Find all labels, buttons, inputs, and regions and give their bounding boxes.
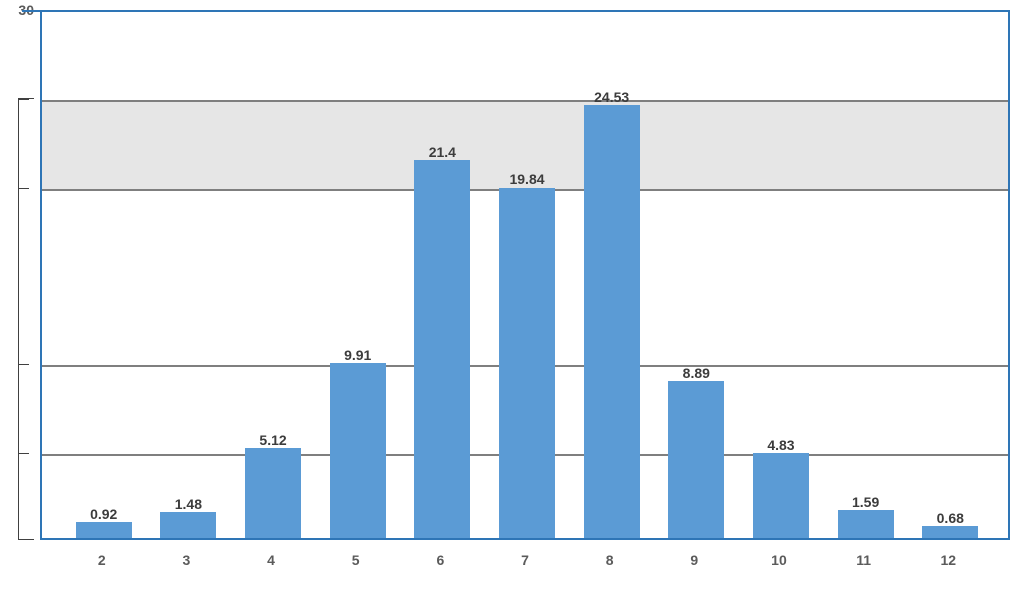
x-tick-label: 2 [98, 552, 106, 568]
x-tick-label: 10 [771, 552, 787, 568]
bar [76, 522, 132, 538]
bar-value-label: 4.83 [767, 437, 794, 453]
x-tick-label: 3 [182, 552, 190, 568]
brace-tick [19, 188, 29, 189]
bar [499, 188, 555, 539]
bar-value-label: 1.48 [175, 496, 202, 512]
x-tick-label: 6 [436, 552, 444, 568]
brace-tick [19, 453, 29, 454]
y-axis-brace [18, 98, 34, 540]
top-line-extension [22, 10, 40, 12]
x-tick-label: 4 [267, 552, 275, 568]
bar-value-label: 19.84 [509, 171, 544, 187]
plot-area: 0.92 1.48 5.12 9.91 21.4 19.84 24.53 8.89 4.83 1.… [40, 10, 1010, 540]
x-tick-label: 11 [856, 552, 871, 568]
chart: 0.92 1.48 5.12 9.91 21.4 19.84 24.53 8.89 4.83 1.… [0, 0, 1024, 590]
bar-value-label: 1.59 [852, 494, 879, 510]
bar-value-label: 0.68 [937, 510, 964, 526]
bar [245, 448, 301, 538]
bar [922, 526, 978, 538]
bar [668, 381, 724, 538]
x-tick-label: 8 [606, 552, 614, 568]
bar-value-label: 8.89 [683, 365, 710, 381]
bar [584, 105, 640, 538]
bar-value-label: 9.91 [344, 347, 371, 363]
x-tick-label: 9 [690, 552, 698, 568]
bar [753, 453, 809, 538]
bar-value-label: 24.53 [594, 89, 629, 105]
bar-value-label: 0.92 [90, 506, 117, 522]
brace-tick [19, 364, 29, 365]
x-tick-label: 7 [521, 552, 529, 568]
gridline [42, 100, 1008, 102]
bar [330, 363, 386, 538]
x-tick-label: 12 [940, 552, 956, 568]
brace-tick [19, 99, 29, 100]
x-tick-label: 5 [352, 552, 360, 568]
bar-value-label: 5.12 [259, 432, 286, 448]
bar [414, 160, 470, 538]
bar [838, 510, 894, 538]
bar [160, 512, 216, 538]
bar-value-label: 21.4 [429, 144, 456, 160]
